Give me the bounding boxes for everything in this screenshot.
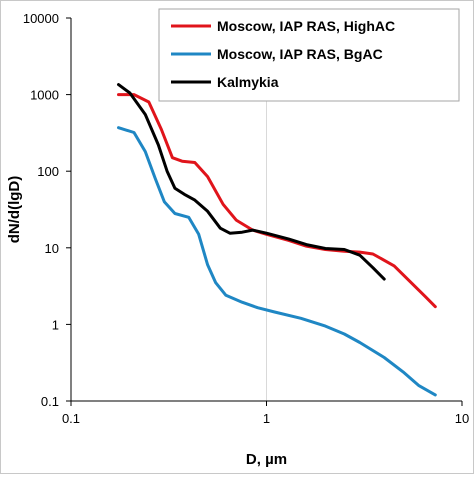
legend-label-0: Moscow, IAP RAS, HighAC — [217, 18, 395, 34]
y-tick-label-4: 1000 — [30, 88, 59, 103]
y-tick-label-2: 10 — [45, 241, 59, 256]
x-axis-title: D, µm — [246, 451, 287, 468]
tick-labels: 0.1 1 10 0.1 1 10 100 1000 10000 — [23, 11, 469, 426]
legend: Moscow, IAP RAS, HighAC Moscow, IAP RAS, … — [158, 8, 460, 102]
axes — [66, 17, 463, 406]
series-layer — [117, 83, 437, 397]
x-tick-label-1: 1 — [263, 411, 270, 426]
y-tick-label-0: 0.1 — [41, 394, 59, 409]
y-tick-label-1: 1 — [52, 317, 59, 332]
series-line-1 — [117, 126, 437, 397]
legend-label-1: Moscow, IAP RAS, BgAC — [217, 46, 383, 62]
x-tick-label-0: 0.1 — [62, 411, 80, 426]
y-axis-title: dN/d(lgD) — [6, 176, 23, 243]
x-tick-label-2: 10 — [455, 411, 469, 426]
y-tick-label-3: 100 — [37, 164, 59, 179]
series-line-2 — [117, 83, 386, 281]
legend-label-2: Kalmykia — [217, 74, 279, 90]
y-tick-label-5: 10000 — [23, 11, 59, 26]
